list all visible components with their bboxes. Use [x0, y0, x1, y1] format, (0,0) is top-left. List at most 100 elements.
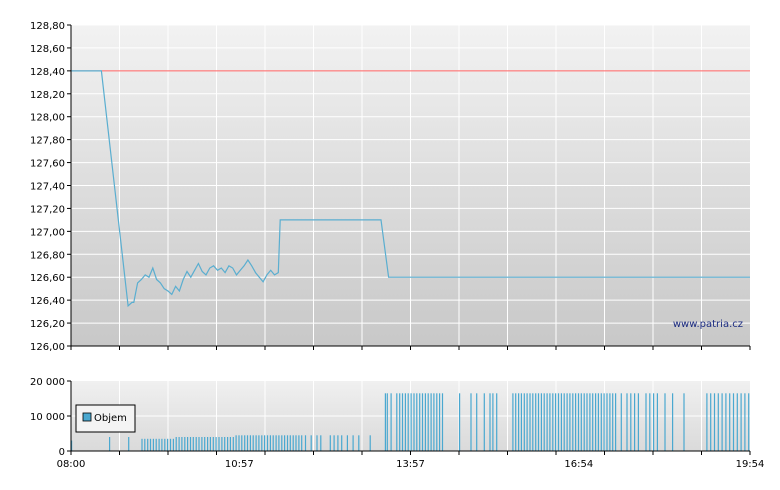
volume-bar: [192, 437, 194, 451]
volume-bar: [258, 435, 260, 452]
volume-bar: [175, 437, 177, 451]
volume-bar: [595, 393, 597, 452]
volume-bar: [333, 435, 335, 452]
volume-bar: [557, 393, 560, 452]
volume-bar: [195, 437, 197, 451]
volume-bar: [421, 393, 424, 452]
volume-bar: [560, 393, 562, 452]
volume-bar: [526, 393, 528, 452]
volume-bar: [71, 440, 73, 451]
volume-bar: [427, 393, 429, 452]
volume-bar: [563, 393, 565, 452]
volume-bar: [358, 435, 360, 452]
volume-bar: [520, 393, 522, 452]
volume-bar: [535, 393, 537, 452]
price-y-tick-label: 127,80: [30, 136, 65, 147]
volume-bar: [645, 393, 647, 452]
volume-bar: [656, 393, 658, 452]
volume-bar: [352, 435, 354, 452]
volume-bars-group: [71, 393, 750, 452]
volume-bar: [572, 393, 574, 452]
volume-bar: [249, 435, 251, 452]
volume-bar: [275, 435, 277, 452]
price-y-tick-label: 128,00: [30, 113, 65, 124]
volume-bar: [292, 435, 294, 452]
volume-bar: [316, 435, 318, 452]
volume-bar: [149, 438, 152, 452]
price-y-tick-label: 126,20: [30, 319, 65, 330]
price-y-tick-label: 127,40: [30, 182, 65, 193]
legend-swatch-objem: [82, 412, 92, 422]
volume-bar: [207, 437, 209, 451]
watermark: www.patria.cz: [673, 319, 743, 330]
volume-bar: [187, 437, 189, 451]
volume-bar: [147, 438, 149, 452]
volume-bar: [232, 437, 234, 451]
volume-bar: [546, 393, 548, 452]
volume-bar: [201, 437, 203, 451]
volume-bar: [592, 393, 594, 452]
volume-bar: [227, 437, 229, 451]
price-y-tick-label: 128,80: [30, 21, 65, 32]
volume-bar: [396, 393, 398, 452]
volume-bar: [637, 393, 639, 452]
volume-bar: [489, 393, 491, 452]
volume-bar: [346, 435, 348, 452]
volume-bar: [416, 393, 418, 452]
volume-bar: [555, 393, 557, 452]
volume-bar: [337, 435, 339, 452]
volume-y-tick-label: 20 000: [30, 377, 65, 388]
volume-bar: [736, 393, 738, 452]
volume-bar: [310, 435, 312, 452]
volume-bar: [410, 393, 412, 452]
volume-bar: [459, 393, 461, 452]
volume-bar: [552, 393, 554, 452]
volume-bar: [540, 393, 542, 452]
volume-bar: [184, 437, 186, 451]
volume-bar: [390, 393, 392, 452]
volume-bar: [229, 437, 231, 451]
volume-bar: [172, 438, 174, 452]
volume-bar: [161, 438, 163, 452]
price-panel: 128,80 128,60 128,40 128,20 128,00 127,80 127,…: [30, 21, 751, 353]
legend: Objem: [75, 404, 136, 433]
volume-bar: [204, 437, 206, 451]
volume-bar: [492, 393, 494, 452]
volume-bar: [664, 393, 666, 452]
price-y-tick-label: 126,00: [30, 342, 65, 353]
volume-bar: [221, 437, 223, 451]
volume-bar: [580, 393, 582, 452]
volume-bar: [320, 435, 322, 452]
volume-x-tick-label: 10:57: [225, 459, 254, 470]
volume-bar: [439, 393, 441, 452]
volume-bar: [413, 393, 415, 452]
volume-bar: [518, 393, 520, 452]
volume-bar: [281, 435, 283, 452]
volume-bar: [626, 393, 628, 452]
volume-bar: [384, 393, 386, 452]
volume-bar: [523, 393, 525, 452]
volume-bar: [713, 393, 716, 452]
volume-bar: [748, 393, 750, 452]
volume-bar: [304, 435, 307, 452]
volume-bar: [164, 438, 166, 452]
volume-bar: [144, 438, 146, 452]
volume-bar: [238, 435, 240, 452]
volume-bar: [653, 393, 655, 452]
volume-bar: [512, 393, 514, 452]
volume-bar: [272, 435, 274, 452]
volume-bar: [189, 437, 192, 451]
volume-bar: [725, 393, 727, 452]
volume-bar: [181, 437, 183, 451]
volume-bar: [430, 393, 432, 452]
volume-x-tick-label: 08:00: [57, 459, 86, 470]
volume-bar: [577, 393, 580, 452]
volume-bar: [158, 438, 160, 452]
volume-bar: [266, 435, 269, 452]
volume-bar: [612, 393, 614, 452]
volume-bar: [295, 435, 297, 452]
volume-bar: [609, 393, 611, 452]
price-y-tick-label: 127,20: [30, 204, 65, 215]
volume-bar: [278, 435, 280, 452]
volume-bar: [436, 393, 438, 452]
